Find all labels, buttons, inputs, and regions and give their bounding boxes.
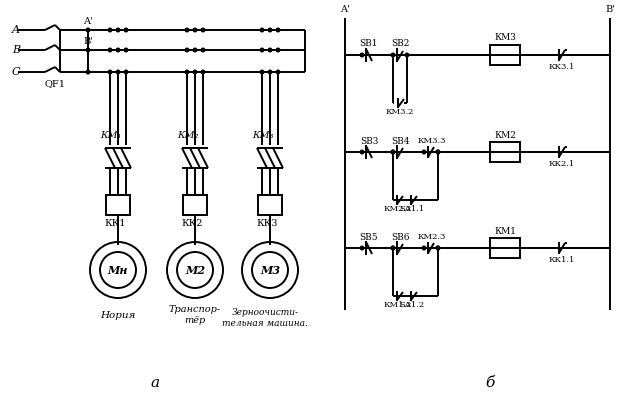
Circle shape [116, 47, 121, 53]
Text: A: A [12, 25, 20, 35]
Text: КМ₂: КМ₂ [177, 132, 198, 140]
Text: КК1.1: КК1.1 [549, 256, 575, 264]
Text: B': B' [605, 4, 615, 14]
Circle shape [177, 252, 213, 288]
Circle shape [167, 242, 223, 298]
Circle shape [116, 28, 121, 32]
Circle shape [90, 242, 146, 298]
Circle shape [267, 69, 272, 75]
Circle shape [259, 47, 264, 53]
Circle shape [360, 245, 365, 251]
Circle shape [422, 150, 426, 154]
Circle shape [391, 150, 396, 154]
Text: КМ₃: КМ₃ [252, 132, 274, 140]
Circle shape [108, 69, 113, 75]
Text: М3: М3 [260, 265, 280, 275]
Text: SB1: SB1 [360, 40, 378, 49]
Text: КК2.1: КК2.1 [549, 160, 575, 168]
Circle shape [404, 53, 410, 57]
Text: КМ2.3: КМ2.3 [418, 233, 446, 241]
Text: КМ₁: КМ₁ [100, 132, 121, 140]
Circle shape [201, 69, 206, 75]
Circle shape [436, 150, 441, 154]
Circle shape [360, 150, 365, 154]
Text: КК3.1: КК3.1 [549, 63, 575, 71]
Bar [490, 45, 520, 65]
Circle shape [259, 69, 264, 75]
Circle shape [436, 150, 441, 154]
Text: б: б [485, 376, 495, 390]
Circle shape [124, 69, 129, 75]
Circle shape [391, 245, 396, 251]
Circle shape [100, 252, 136, 288]
Circle shape [259, 28, 264, 32]
Circle shape [275, 47, 280, 53]
Circle shape [85, 47, 90, 53]
Circle shape [267, 28, 272, 32]
Circle shape [85, 69, 90, 75]
Text: КМ3.3: КМ3.3 [418, 137, 446, 145]
Text: SB6: SB6 [391, 233, 409, 241]
Circle shape [391, 245, 396, 251]
Circle shape [360, 53, 365, 57]
Text: КМ2.2: КМ2.2 [384, 205, 412, 213]
Circle shape [391, 53, 396, 57]
Circle shape [422, 245, 426, 251]
Circle shape [436, 245, 441, 251]
Bar [490, 142, 520, 162]
Circle shape [242, 242, 298, 298]
Text: Транспор-
тёр: Транспор- тёр [169, 305, 221, 325]
Text: Зерноочисти-
тельная машина.: Зерноочисти- тельная машина. [222, 308, 308, 328]
Text: B: B [12, 45, 20, 55]
Text: КК1: КК1 [104, 219, 126, 227]
Circle shape [436, 245, 441, 251]
Circle shape [85, 28, 90, 32]
Bar [106, 195, 130, 215]
Circle shape [193, 28, 197, 32]
Text: SA1.2: SA1.2 [399, 301, 425, 309]
Text: КМ3.2: КМ3.2 [386, 108, 414, 116]
Circle shape [124, 47, 129, 53]
Circle shape [108, 28, 113, 32]
Circle shape [124, 28, 129, 32]
Circle shape [184, 69, 189, 75]
Circle shape [184, 28, 189, 32]
Text: М2: М2 [185, 265, 205, 275]
Circle shape [275, 69, 280, 75]
Circle shape [116, 69, 121, 75]
Bar [490, 238, 520, 258]
Circle shape [252, 252, 288, 288]
Text: а: а [150, 376, 160, 390]
Text: A': A' [340, 4, 350, 14]
Circle shape [184, 47, 189, 53]
Text: КМ2: КМ2 [494, 130, 516, 140]
Bar [258, 195, 282, 215]
Text: SB2: SB2 [391, 40, 409, 49]
Text: SA1.1: SA1.1 [399, 205, 425, 213]
Text: B': B' [83, 36, 93, 45]
Text: КК3: КК3 [256, 219, 277, 227]
Text: A': A' [83, 16, 93, 26]
Circle shape [201, 28, 206, 32]
Text: QF1: QF1 [45, 79, 66, 89]
Text: Мн: Мн [108, 265, 128, 275]
Text: КК2: КК2 [181, 219, 202, 227]
Text: КМ3: КМ3 [494, 34, 516, 43]
Text: SB3: SB3 [360, 136, 378, 146]
Text: Нория: Нория [100, 310, 136, 320]
Circle shape [267, 47, 272, 53]
Circle shape [275, 28, 280, 32]
Circle shape [201, 47, 206, 53]
Text: КМ1: КМ1 [494, 227, 516, 235]
Text: SB4: SB4 [391, 136, 409, 146]
Circle shape [193, 47, 197, 53]
Text: КМ1.2: КМ1.2 [384, 301, 412, 309]
Circle shape [108, 47, 113, 53]
Circle shape [391, 150, 396, 154]
Bar [183, 195, 207, 215]
Circle shape [193, 69, 197, 75]
Text: SB5: SB5 [360, 233, 378, 241]
Text: C: C [12, 67, 20, 77]
